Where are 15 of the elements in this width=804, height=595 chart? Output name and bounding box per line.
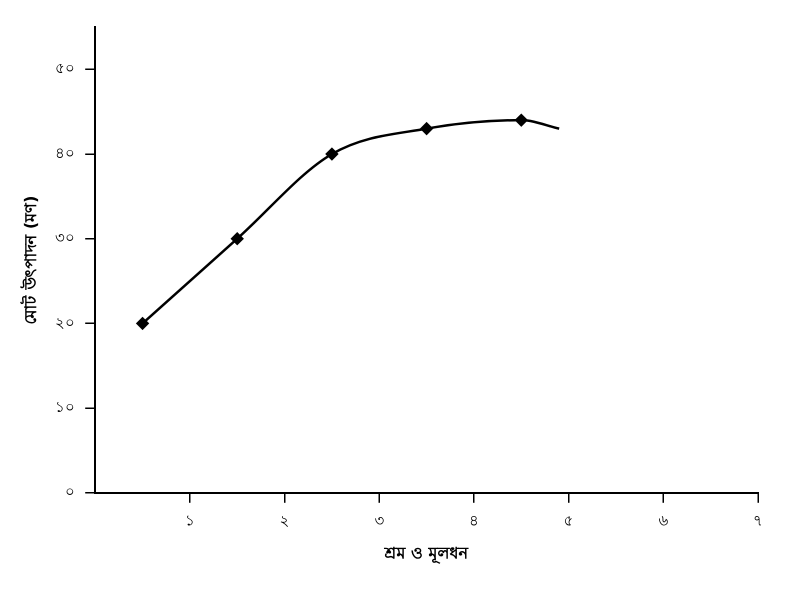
y-tick-label: ২০ xyxy=(55,313,76,332)
y-tick-label: ৪০ xyxy=(55,144,76,162)
y-tick-label: ৩০ xyxy=(55,228,76,247)
x-tick-label: ৩ xyxy=(374,512,384,530)
y-tick-label: ০ xyxy=(65,482,76,501)
x-tick-label: ৫ xyxy=(564,512,574,530)
x-tick-label: ১ xyxy=(184,512,195,530)
y-tick-label: ১০ xyxy=(55,398,76,416)
x-axis-title: শ্রম ও মূলধন xyxy=(384,544,470,565)
x-tick-label: ২ xyxy=(280,512,290,530)
y-tick-label: ৫০ xyxy=(55,59,76,78)
x-tick-label: ৭ xyxy=(753,512,763,530)
y-axis-title: মোট উৎপাদন (মণ) xyxy=(20,196,40,324)
x-tick-label: ৪ xyxy=(468,512,479,530)
x-tick-label: ৬ xyxy=(658,512,668,530)
